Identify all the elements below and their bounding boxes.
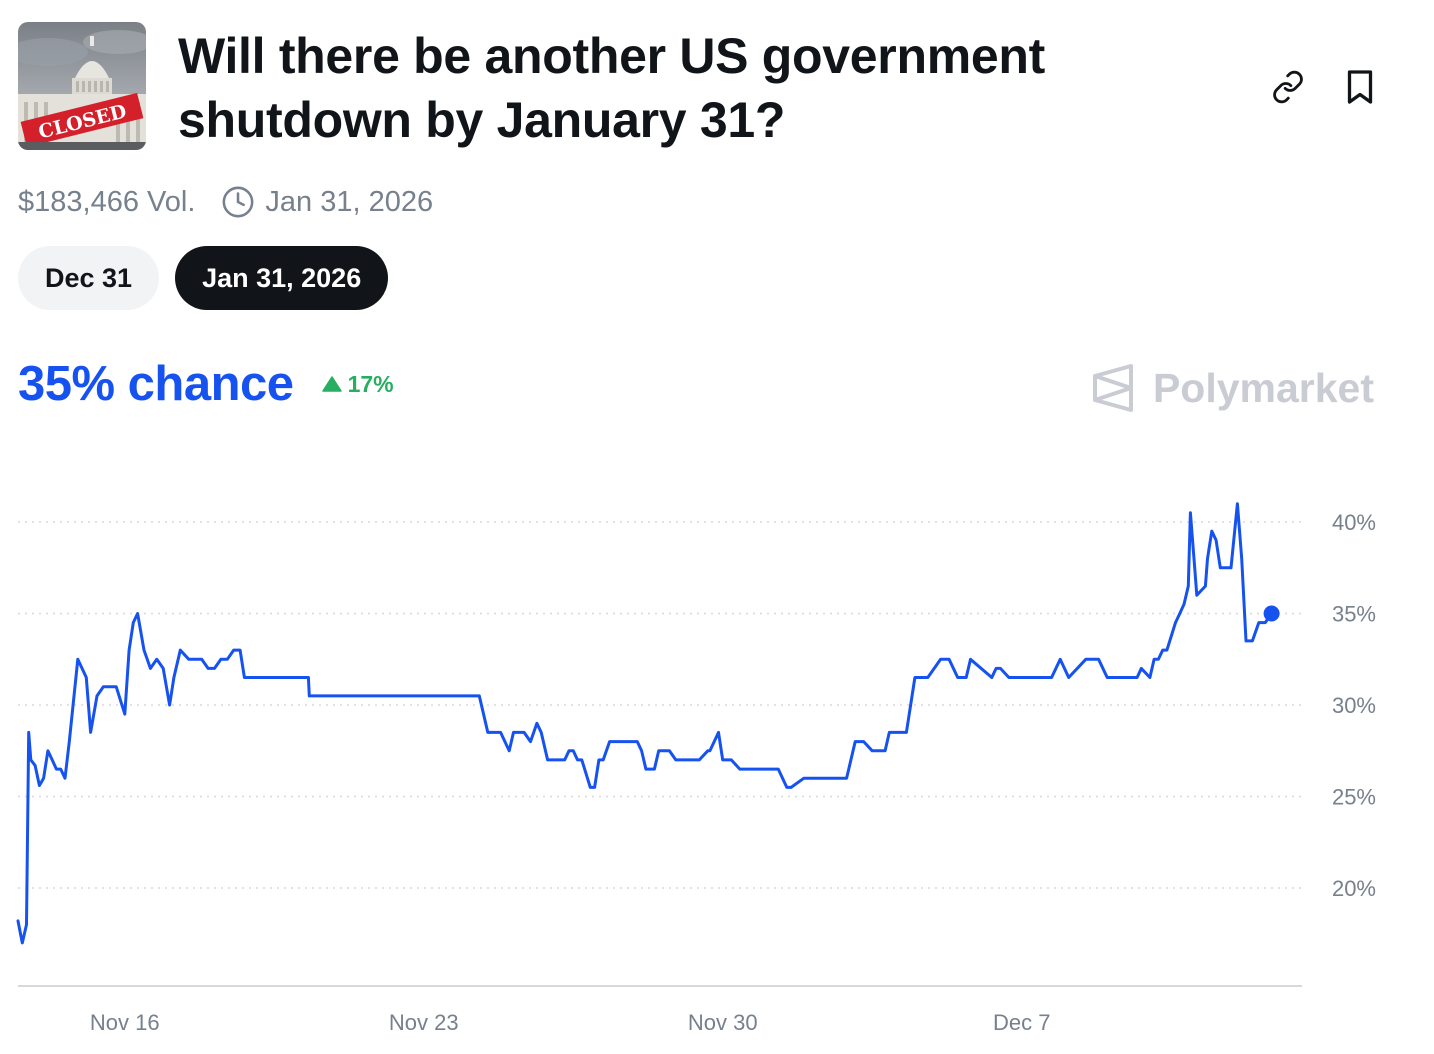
- x-tick-label: Nov 30: [688, 1010, 758, 1035]
- date-tabs: Dec 31 Jan 31, 2026: [18, 246, 389, 310]
- chance-value: 35% chance: [18, 357, 294, 411]
- y-tick-label: 20%: [1332, 876, 1376, 901]
- price-history-chart: 20% 25% 30% 35% 40% Nov 16 Nov 23 Nov 30 Dec 7: [16, 502, 1376, 1035]
- market-thumbnail: CLOSED: [18, 22, 146, 150]
- bookmark-icon: [1347, 70, 1373, 104]
- copy-link-button[interactable]: [1265, 64, 1311, 110]
- current-value-dot: [1263, 605, 1280, 622]
- x-tick-label: Dec 7: [993, 1010, 1050, 1035]
- change-badge: 17%: [321, 370, 394, 398]
- bookmark-button[interactable]: [1337, 64, 1383, 110]
- chance-row: 35% chance 17%: [18, 356, 394, 412]
- y-tick-label: 30%: [1332, 693, 1376, 718]
- market-meta: $183,466 Vol. Jan 31, 2026: [18, 182, 433, 222]
- x-tick-label: Nov 23: [389, 1010, 459, 1035]
- tab-dec-31[interactable]: Dec 31: [18, 246, 160, 310]
- triangle-up-icon: [321, 376, 342, 392]
- volume-text: $183,466 Vol.: [18, 185, 196, 218]
- y-tick-label: 25%: [1332, 785, 1376, 810]
- capitol-closed-image: CLOSED: [18, 22, 146, 150]
- x-tick-label: Nov 16: [90, 1010, 160, 1035]
- series-line: [16, 502, 1274, 945]
- end-date-text: Jan 31, 2026: [265, 185, 434, 218]
- clock-icon: [221, 185, 255, 219]
- y-tick-label: 40%: [1332, 510, 1376, 535]
- market-title: Will there be another US government shut…: [178, 28, 1045, 148]
- change-value: 17%: [347, 370, 394, 397]
- brand-name: Polymarket: [1152, 364, 1374, 411]
- polymarket-brand: Polymarket: [1091, 362, 1374, 414]
- link-icon: [1273, 70, 1303, 104]
- polymarket-logo-icon: [1092, 364, 1133, 412]
- tab-jan-31-2026[interactable]: Jan 31, 2026: [175, 246, 389, 310]
- y-tick-label: 35%: [1332, 602, 1376, 627]
